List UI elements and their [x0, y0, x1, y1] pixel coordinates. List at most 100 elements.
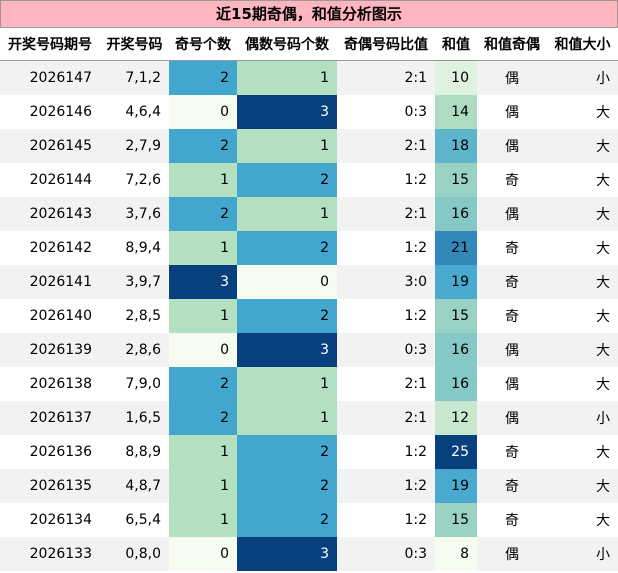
cell-ratio: 0:3 [337, 537, 435, 571]
table-row: 2026134 6,5,4 1 2 1:2 15 奇 大 [0, 503, 618, 537]
cell-sum-size: 大 [596, 445, 610, 461]
cell-numbers: 8,8,9 [125, 444, 161, 460]
cell-numbers: 2,7,9 [100, 129, 169, 163]
cell-sum-size: 大 [596, 309, 610, 325]
cell-ratio: 0:3 [337, 333, 435, 367]
cell-numbers: 4,8,7 [100, 469, 169, 503]
cell-sum: 8 [435, 537, 477, 571]
table-row: 2026144 7,2,6 1 2 1:2 15 奇 大 [0, 163, 618, 197]
cell-ratio: 1:2 [404, 512, 427, 528]
table-row: 2026137 1,6,5 2 1 2:1 12 偶小 [0, 401, 618, 435]
cell-odd-count: 1 [169, 503, 237, 537]
cell-ratio: 2:1 [404, 376, 427, 392]
cell-ratio: 3:0 [337, 265, 435, 299]
cell-even-count: 3 [237, 95, 337, 129]
cell-even-count: 0 [237, 265, 337, 299]
cell-period: 2026134 [29, 512, 92, 528]
cell-sum-size: 大 [596, 513, 610, 529]
cell-numbers: 3,7,6 [100, 197, 169, 231]
cell-even-count: 1 [237, 129, 337, 163]
header-even-count: 偶数号码个数 [237, 28, 337, 61]
cell-sum-size: 大 [596, 173, 610, 189]
table-row: 2026140 2,8,5 1 2 1:2 15 奇 大 [0, 299, 618, 333]
cell-sum-parity: 偶 [477, 401, 547, 435]
cell-sum-parity: 奇 [505, 309, 519, 325]
cell-even-count: 1 [237, 367, 337, 401]
table-row: 2026141 3,9,7 3 0 3:0 19 奇大 [0, 265, 618, 299]
cell-ratio: 2:1 [337, 60, 435, 95]
cell-sum-parity: 奇 [505, 241, 519, 257]
cell-even-count: 2 [237, 231, 337, 265]
cell-ratio: 1:2 [337, 469, 435, 503]
cell-sum-size: 大 [547, 333, 618, 367]
analysis-table: 开奖号码期号 开奖号码 奇号个数 偶数号码个数 奇偶号码比值 和值 和值奇偶 和… [0, 28, 618, 571]
cell-even-count: 2 [237, 435, 337, 469]
cell-sum-parity: 偶 [477, 60, 547, 95]
table-row: 2026136 8,8,9 1 2 1:2 25 奇 大 [0, 435, 618, 469]
cell-even-count: 3 [237, 333, 337, 367]
cell-odd-count: 1 [169, 163, 237, 197]
cell-sum-parity: 奇 [505, 445, 519, 461]
cell-odd-count: 0 [169, 95, 237, 129]
cell-period: 2026139 [0, 333, 100, 367]
cell-numbers: 7,1,2 [100, 60, 169, 95]
cell-numbers: 1,6,5 [100, 401, 169, 435]
header-sum-size: 和值大小 [547, 28, 618, 61]
cell-sum: 16 [435, 197, 477, 231]
cell-sum-parity: 偶 [505, 105, 519, 121]
cell-ratio: 1:2 [404, 172, 427, 188]
cell-sum-parity: 偶 [477, 537, 547, 571]
cell-numbers: 7,9,0 [125, 376, 161, 392]
cell-sum-size: 大 [547, 197, 618, 231]
header-odd-count: 奇号个数 [169, 28, 237, 61]
header-sum-parity: 和值奇偶 [477, 28, 547, 61]
cell-odd-count: 2 [169, 60, 237, 95]
cell-sum: 19 [435, 265, 477, 299]
header-sum: 和值 [435, 28, 477, 61]
cell-period: 2026143 [0, 197, 100, 231]
table-row: 2026147 7,1,2 2 1 2:1 10 偶小 [0, 60, 618, 95]
cell-sum: 21 [435, 231, 477, 265]
cell-period: 2026135 [0, 469, 100, 503]
cell-period: 2026147 [0, 60, 100, 95]
cell-sum: 15 [435, 299, 477, 333]
cell-odd-count: 2 [169, 197, 237, 231]
cell-numbers: 0,8,0 [100, 537, 169, 571]
cell-period: 2026137 [0, 401, 100, 435]
header-ratio: 奇偶号码比值 [337, 28, 435, 61]
cell-period: 2026141 [0, 265, 100, 299]
cell-sum: 15 [435, 503, 477, 537]
cell-odd-count: 3 [169, 265, 237, 299]
table-row: 2026143 3,7,6 2 1 2:1 16 偶大 [0, 197, 618, 231]
cell-even-count: 2 [237, 299, 337, 333]
chart-title: 近15期奇偶，和值分析图示 [0, 0, 618, 28]
cell-sum: 18 [435, 129, 477, 163]
cell-sum-parity: 奇 [505, 173, 519, 189]
cell-sum: 12 [435, 401, 477, 435]
cell-sum: 15 [435, 163, 477, 197]
cell-numbers: 6,5,4 [125, 512, 161, 528]
cell-sum: 10 [435, 60, 477, 95]
cell-period: 2026146 [29, 104, 92, 120]
cell-sum: 19 [435, 469, 477, 503]
cell-period: 2026140 [29, 308, 92, 324]
cell-sum: 25 [435, 435, 477, 469]
cell-ratio: 0:3 [404, 104, 427, 120]
cell-sum-size: 大 [596, 377, 610, 393]
cell-odd-count: 2 [169, 367, 237, 401]
cell-period: 2026133 [0, 537, 100, 571]
cell-numbers: 3,9,7 [100, 265, 169, 299]
cell-even-count: 1 [237, 197, 337, 231]
cell-sum: 14 [435, 95, 477, 129]
cell-sum-parity: 奇 [505, 513, 519, 529]
table-row: 2026139 2,8,6 0 3 0:3 16 偶大 [0, 333, 618, 367]
cell-odd-count: 0 [169, 333, 237, 367]
cell-odd-count: 1 [169, 469, 237, 503]
table-row: 2026133 0,8,0 0 3 0:3 8 偶小 [0, 537, 618, 571]
cell-sum: 16 [435, 333, 477, 367]
header-period: 开奖号码期号 [0, 28, 100, 61]
cell-odd-count: 1 [169, 231, 237, 265]
cell-odd-count: 1 [169, 435, 237, 469]
cell-sum-size: 大 [547, 129, 618, 163]
